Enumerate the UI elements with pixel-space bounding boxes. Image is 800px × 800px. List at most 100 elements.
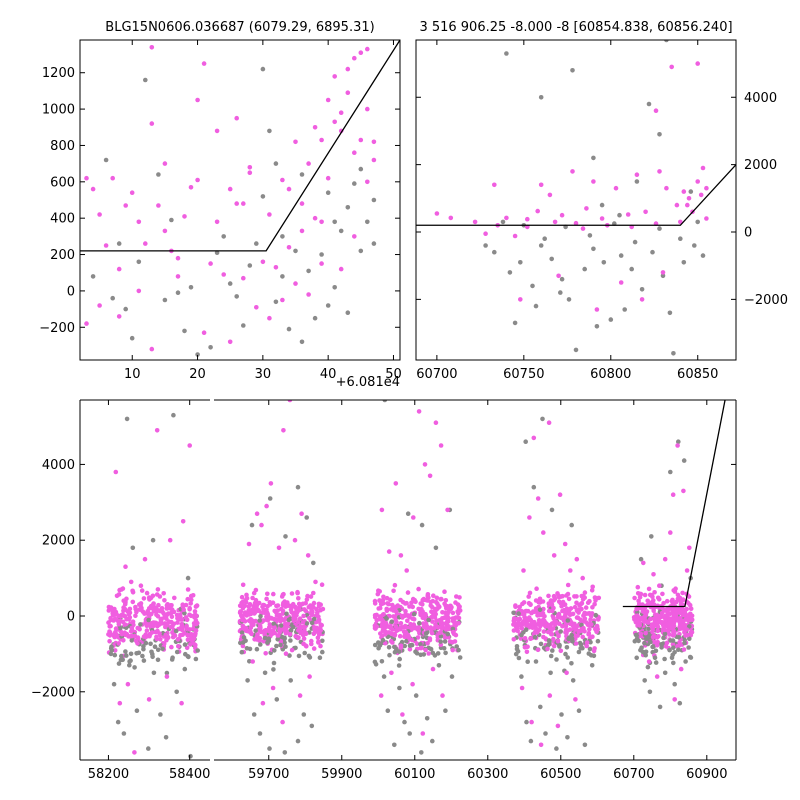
data-point-grey xyxy=(558,629,563,634)
data-point-pink xyxy=(579,606,584,612)
data-point-pink xyxy=(411,515,416,520)
data-point-grey xyxy=(163,735,169,740)
data-point-grey xyxy=(516,655,522,661)
data-point-grey xyxy=(647,689,653,695)
data-point-pink xyxy=(191,621,197,626)
data-point-pink xyxy=(168,624,174,630)
data-point-grey xyxy=(419,750,424,755)
data-point-pink xyxy=(434,618,439,623)
y-tick-label: 1200 xyxy=(42,66,75,81)
data-point-pink xyxy=(249,621,254,627)
data-point-grey xyxy=(117,625,123,631)
data-point-pink xyxy=(532,619,537,625)
data-point-grey xyxy=(443,708,448,713)
data-point-pink xyxy=(265,591,270,597)
data-point-pink xyxy=(239,594,245,600)
data-point-grey xyxy=(445,631,451,637)
data-point-grey xyxy=(512,320,518,326)
data-point-pink xyxy=(584,206,589,211)
data-point-pink xyxy=(388,597,393,602)
data-point-pink xyxy=(584,640,590,645)
data-point-pink xyxy=(137,627,142,632)
data-point-pink xyxy=(688,606,694,611)
data-point-pink xyxy=(446,624,451,629)
data-point-pink xyxy=(547,625,552,631)
data-point-pink xyxy=(472,219,478,225)
data-point-pink xyxy=(265,604,270,609)
data-point-pink xyxy=(295,589,300,595)
panel-top-right-frame xyxy=(415,39,737,361)
data-point-grey xyxy=(599,202,605,208)
data-point-pink xyxy=(593,596,599,601)
data-point-grey xyxy=(267,746,272,751)
y-tick-label: 4000 xyxy=(744,91,777,106)
data-point-grey xyxy=(573,347,579,353)
data-point-pink xyxy=(456,621,461,626)
data-point-pink xyxy=(393,624,399,629)
data-point-pink xyxy=(428,603,434,608)
data-point-pink xyxy=(558,648,564,654)
data-point-pink xyxy=(119,631,125,637)
data-point-pink xyxy=(136,288,142,294)
data-point-pink xyxy=(309,641,314,647)
data-point-pink xyxy=(588,617,593,623)
data-point-grey xyxy=(272,648,277,653)
data-point-pink xyxy=(440,693,445,698)
data-point-pink xyxy=(573,220,579,226)
data-point-pink xyxy=(527,590,533,596)
data-point-pink xyxy=(513,624,519,629)
data-point-pink xyxy=(442,615,447,620)
data-point-pink xyxy=(667,625,673,631)
data-point-pink xyxy=(654,674,660,679)
data-point-pink xyxy=(531,435,537,441)
data-point-pink xyxy=(643,630,648,636)
data-point-pink xyxy=(307,615,312,621)
y-tick-label: 600 xyxy=(50,175,75,190)
data-point-pink xyxy=(391,614,396,619)
data-point-pink xyxy=(670,597,675,603)
panel-top-right-axes: 60700 60750 60800 60850 −2000 0 2000 4000 xyxy=(416,40,788,382)
data-point-grey xyxy=(251,712,257,717)
data-point-grey xyxy=(319,252,324,257)
data-point-grey xyxy=(413,693,419,698)
data-point-pink xyxy=(537,627,542,632)
data-point-grey xyxy=(128,651,134,657)
data-point-grey xyxy=(442,639,448,644)
data-point-grey xyxy=(576,708,582,713)
data-point-pink xyxy=(338,110,344,115)
data-point-pink xyxy=(392,582,398,588)
data-point-pink xyxy=(308,594,314,599)
data-point-pink xyxy=(374,612,379,618)
data-point-grey xyxy=(109,647,115,653)
data-point-pink xyxy=(154,428,160,433)
data-point-grey xyxy=(547,639,552,644)
data-point-pink xyxy=(574,556,580,562)
data-point-grey xyxy=(438,634,444,639)
data-point-pink xyxy=(582,590,588,595)
data-point-grey xyxy=(138,622,143,627)
data-point-grey xyxy=(648,639,653,645)
data-point-pink xyxy=(655,635,660,640)
x-tick-label: 60300 xyxy=(467,767,508,782)
data-point-grey xyxy=(515,649,521,654)
data-point-pink xyxy=(664,607,669,612)
data-point-pink xyxy=(295,620,301,625)
data-point-grey xyxy=(676,635,682,640)
data-point-pink xyxy=(311,590,316,596)
data-point-pink xyxy=(249,631,254,637)
data-point-grey xyxy=(657,704,663,710)
data-point-pink xyxy=(260,700,266,706)
data-point-pink xyxy=(632,595,637,601)
data-point-pink xyxy=(677,616,683,621)
data-point-pink xyxy=(263,627,269,633)
data-point-grey xyxy=(260,66,266,72)
data-point-pink xyxy=(97,303,102,308)
data-point-grey xyxy=(530,283,535,289)
data-point-grey xyxy=(594,324,600,329)
data-point-grey xyxy=(537,607,543,613)
data-point-pink xyxy=(289,591,295,596)
data-point-pink xyxy=(309,608,314,613)
data-point-pink xyxy=(521,600,527,605)
data-point-pink xyxy=(651,608,656,614)
data-point-pink xyxy=(358,50,364,55)
